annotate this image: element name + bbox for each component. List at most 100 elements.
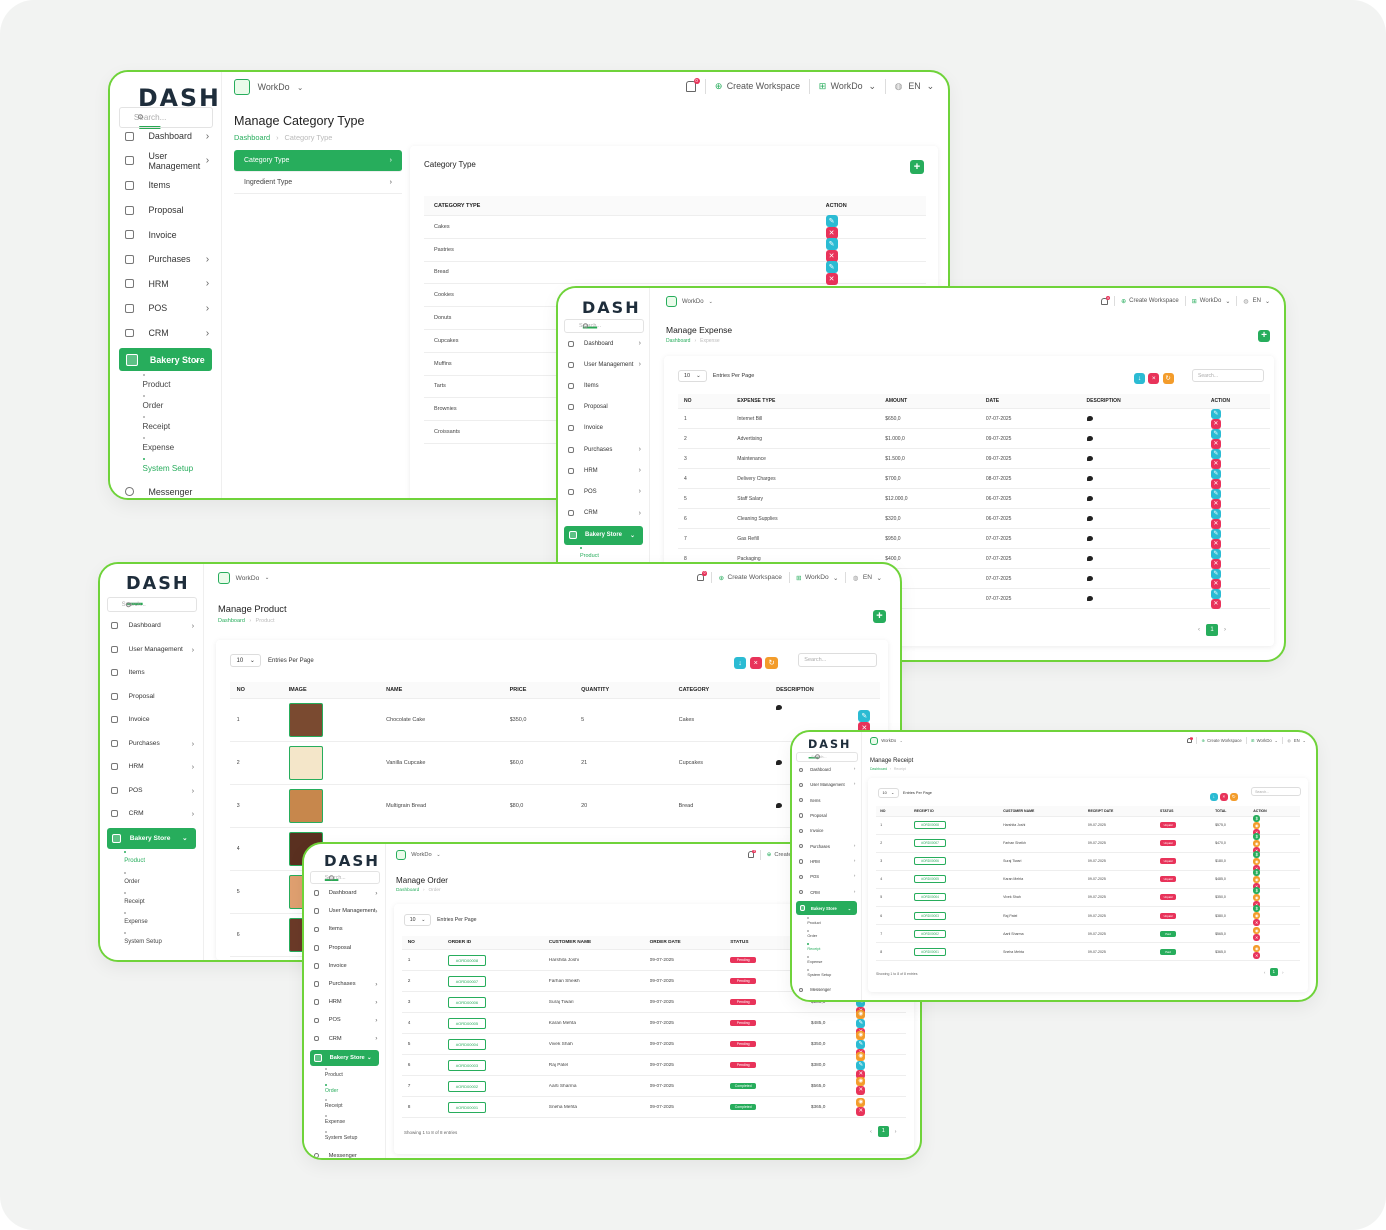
delete-button[interactable]: ✕ — [1210, 558, 1221, 569]
description-icon[interactable] — [1086, 576, 1093, 581]
sidebar-item-crm[interactable]: CRM › — [558, 503, 649, 524]
notification-bell-icon[interactable]: 0 — [685, 77, 700, 92]
workspace-menu[interactable]: ⊞WorkDo⌄ — [819, 81, 876, 92]
language-selector[interactable]: ◍EN⌄ — [1287, 738, 1306, 743]
description-icon[interactable] — [1086, 456, 1093, 461]
delete-all-button[interactable]: × — [1219, 792, 1228, 801]
sidebar-subitem-expense[interactable]: Expense — [110, 437, 221, 458]
create-workspace-button[interactable]: ⊕Create Workspace — [715, 81, 800, 92]
sidebar-item-purchases[interactable]: Purchases › — [792, 838, 861, 853]
sidebar-item-messenger[interactable]: Messenger — [100, 953, 203, 961]
sidebar-item-hrm[interactable]: HRM › — [100, 755, 203, 779]
sidebar-item-proposal[interactable]: Proposal — [100, 685, 203, 709]
next-page-icon[interactable]: › — [894, 1128, 897, 1135]
page-1-button[interactable]: 1 — [1206, 624, 1218, 636]
sidebar-subitem-product[interactable]: Product — [558, 547, 649, 565]
delete-button[interactable]: ✕ — [1210, 538, 1221, 549]
order-id-link[interactable]: #ORD00008 — [448, 954, 486, 966]
sidebar-subitem-system-setup[interactable]: System Setup — [110, 458, 221, 479]
create-workspace-button[interactable]: ⊕Create Workspace — [1201, 738, 1241, 743]
receipt-id-link[interactable]: #ORD00003 — [914, 911, 947, 920]
page-1-button[interactable]: 1 — [877, 1126, 889, 1138]
language-selector[interactable]: ◍EN⌄ — [1243, 298, 1270, 305]
edit-button[interactable]: ✎ — [856, 1018, 866, 1028]
workspace-switcher[interactable]: WorkDo ⌄ — [218, 572, 269, 585]
sidebar-item-items[interactable]: Items — [304, 920, 385, 938]
language-selector[interactable]: ◍EN⌄ — [895, 81, 934, 92]
sidebar-subitem-expense[interactable]: Expense — [100, 912, 203, 932]
workspace-switcher[interactable]: WorkDo ⌄ — [234, 79, 303, 96]
delete-button[interactable]: ✕ — [1253, 846, 1261, 854]
download-button[interactable]: ↓ — [1210, 792, 1218, 801]
sidebar-item-purchases[interactable]: Purchases › — [100, 732, 203, 756]
delete-button[interactable]: ✕ — [1253, 919, 1261, 927]
sidebar-subitem-system-setup[interactable]: System Setup — [792, 969, 861, 982]
view-button[interactable]: ◉ — [1253, 926, 1261, 934]
sidebar-item-pos[interactable]: POS › — [110, 296, 221, 321]
sidebar-item-items[interactable]: Items — [110, 173, 221, 198]
sidebar-search[interactable]: Search... — [564, 319, 644, 333]
notification-bell-icon[interactable]: 0 — [1187, 736, 1194, 743]
sidebar-search[interactable]: Search... — [796, 752, 858, 762]
view-button[interactable]: ◉ — [1253, 821, 1261, 829]
description-icon[interactable] — [776, 705, 783, 710]
sidebar-subitem-product[interactable]: Product — [110, 373, 221, 395]
description-icon[interactable] — [1086, 496, 1093, 501]
sidebar-subitem-order[interactable]: Order — [304, 1083, 385, 1100]
sidebar-item-crm[interactable]: CRM › — [792, 884, 861, 899]
sidebar-item-dashboard[interactable]: Dashboard › — [304, 884, 385, 902]
sidebar-search[interactable]: Search... — [118, 107, 214, 128]
sidebar-search[interactable]: Search... — [309, 871, 381, 885]
workspace-menu[interactable]: ⊞WorkDo⌄ — [1192, 298, 1231, 305]
workspace-menu[interactable]: ⊞WorkDo⌄ — [796, 574, 838, 582]
download-button[interactable]: ↓ — [1134, 373, 1145, 385]
refresh-button[interactable]: ↻ — [765, 656, 778, 669]
sidebar-item-crm[interactable]: CRM › — [110, 321, 221, 346]
next-page-icon[interactable]: › — [1282, 969, 1284, 975]
delete-button[interactable]: ✕ — [1210, 598, 1221, 609]
sidebar-item-items[interactable]: Items — [792, 793, 861, 808]
workspace-menu[interactable]: ⊞WorkDo⌄ — [1251, 738, 1278, 743]
page-1-button[interactable]: 1 — [1269, 968, 1278, 977]
delete-button[interactable]: ✕ — [825, 272, 838, 285]
edit-button[interactable]: ✎ — [856, 1039, 866, 1049]
receipt-id-link[interactable]: #ORD00006 — [914, 857, 947, 866]
edit-button[interactable]: ✎ — [1210, 528, 1221, 539]
order-id-link[interactable]: #ORD00005 — [448, 1017, 486, 1029]
sidebar-item-pos[interactable]: POS › — [558, 481, 649, 502]
delete-button[interactable]: ✕ — [1253, 951, 1261, 959]
receipt-id-link[interactable]: #ORD00007 — [914, 839, 947, 848]
sidebar-item-proposal[interactable]: Proposal — [558, 397, 649, 418]
delete-button[interactable]: ✕ — [1210, 518, 1221, 529]
view-button[interactable]: ◉ — [1253, 944, 1261, 952]
sidebar-item-dashboard[interactable]: Dashboard › — [558, 333, 649, 354]
description-icon[interactable] — [776, 760, 783, 765]
sidebar-item-dashboard[interactable]: Dashboard › — [792, 762, 861, 777]
sidebar-subitem-receipt[interactable]: Receipt — [100, 891, 203, 912]
refresh-button[interactable]: ↻ — [1162, 373, 1174, 385]
refresh-button[interactable]: ↻ — [1229, 792, 1238, 801]
table-search-input[interactable]: Search... — [1250, 787, 1301, 797]
per-page-select[interactable]: 10 ⌄ — [230, 654, 262, 668]
edit-button[interactable]: ✎ — [1210, 468, 1221, 479]
sidebar-subitem-order[interactable]: Order — [110, 395, 221, 416]
pay-button[interactable]: $ — [1253, 814, 1261, 822]
sidebar-item-user-management[interactable]: User Management › — [304, 902, 385, 920]
view-button[interactable]: ◉ — [1253, 839, 1261, 847]
edit-button[interactable]: ✎ — [858, 710, 871, 722]
receipt-id-link[interactable]: #ORD00008 — [914, 821, 947, 830]
sidebar-item-items[interactable]: Items — [558, 375, 649, 396]
delete-button[interactable]: ✕ — [825, 249, 838, 262]
delete-button[interactable]: ✕ — [825, 226, 838, 239]
sidebar-item-purchases[interactable]: Purchases › — [304, 975, 385, 993]
description-icon[interactable] — [776, 803, 783, 808]
sidebar-subitem-product[interactable]: Product — [792, 916, 861, 930]
breadcrumb-home-link[interactable]: Dashboard — [396, 888, 420, 894]
per-page-select[interactable]: 10 ⌄ — [678, 370, 707, 382]
delete-button[interactable]: ✕ — [1210, 458, 1221, 469]
sidebar-item-proposal[interactable]: Proposal — [792, 808, 861, 823]
sidebar-item-invoice[interactable]: Invoice — [110, 222, 221, 247]
sidebar-item-invoice[interactable]: Invoice — [100, 708, 203, 732]
edit-button[interactable]: ✎ — [825, 237, 838, 250]
sidebar-item-hrm[interactable]: HRM › — [304, 993, 385, 1011]
